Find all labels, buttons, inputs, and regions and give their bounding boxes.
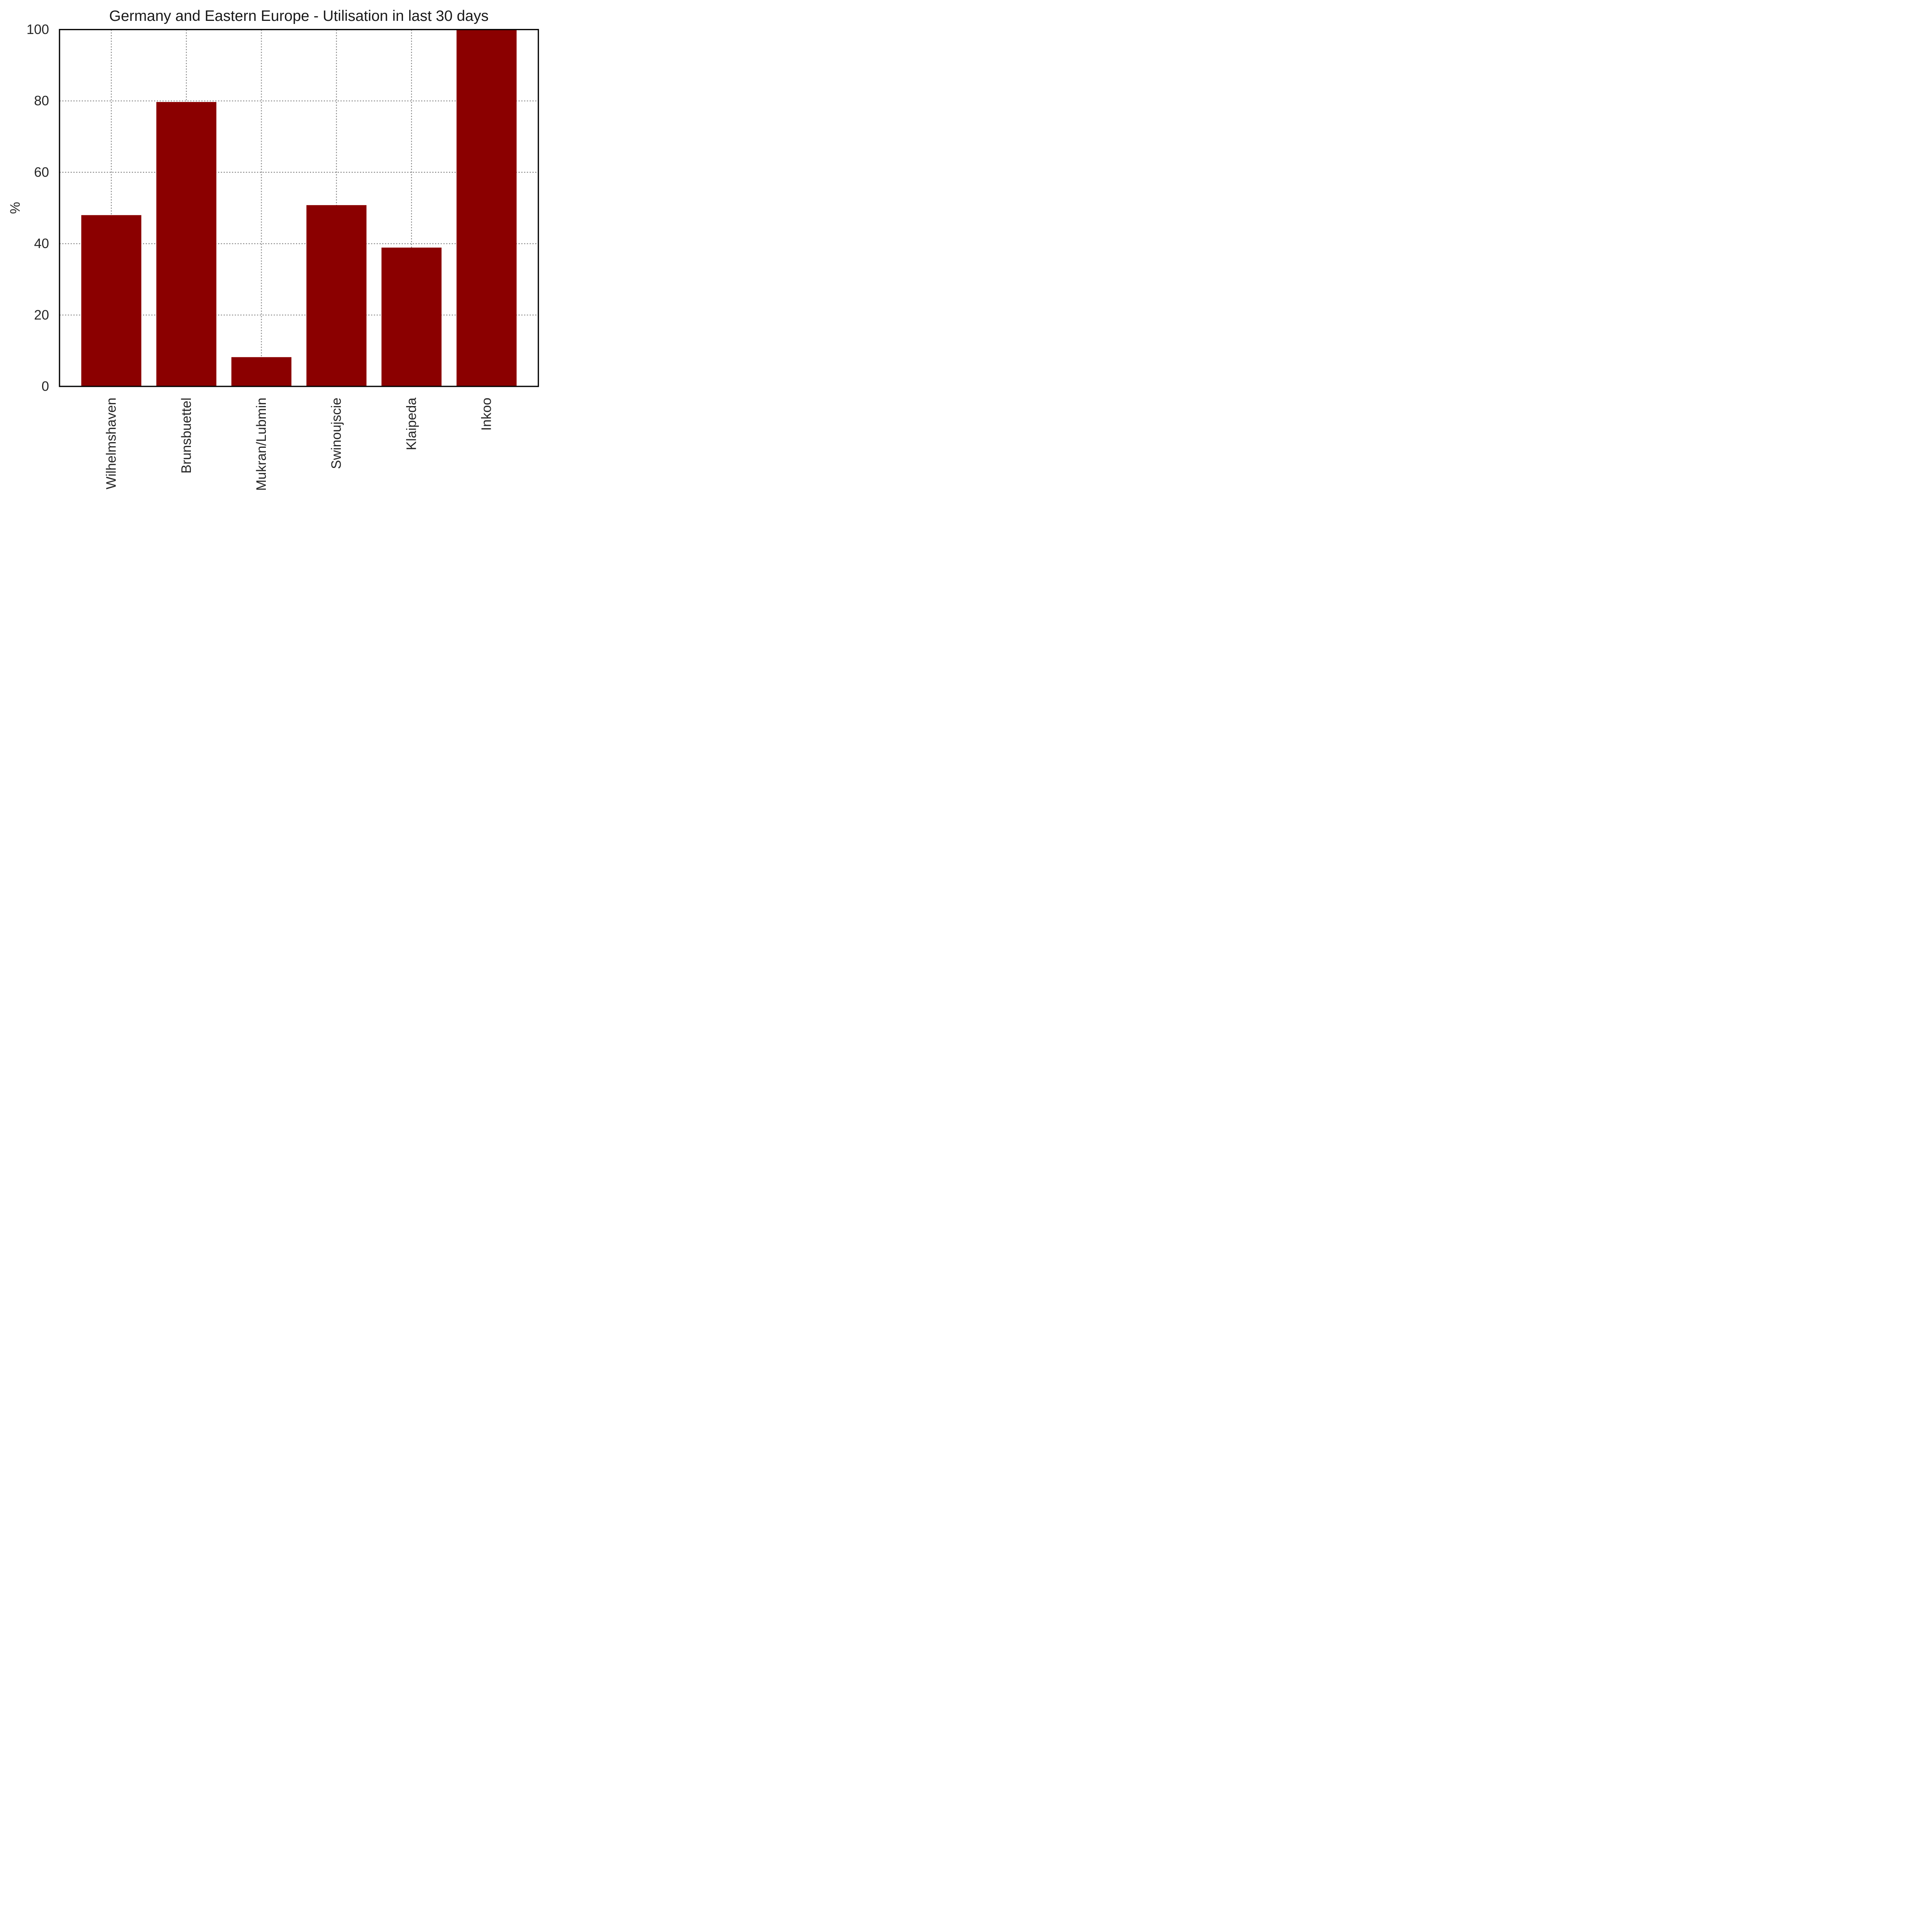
bar-mukran-lubmin [231, 357, 292, 386]
x-tick-label: Klaipeda [404, 397, 419, 450]
y-tick-label: 20 [34, 308, 49, 323]
bar-brunsbuettel [156, 102, 216, 387]
y-tick-label: 0 [42, 379, 49, 394]
chart-title: Germany and Eastern Europe - Utilisation… [109, 8, 489, 24]
bar-klaipeda [381, 247, 442, 386]
x-tick-label: Wilhelmshaven [104, 398, 119, 489]
bar-wilhelmshaven [81, 215, 141, 386]
y-tick-label: 60 [34, 165, 49, 180]
y-tick-label: 100 [27, 22, 49, 37]
x-tick-label: Mukran/Lubmin [254, 398, 269, 491]
x-tick-label: Inkoo [479, 398, 494, 431]
x-tick-label: Swinoujscie [329, 398, 344, 469]
y-tick-label: 40 [34, 236, 49, 251]
figure: Germany and Eastern Europe - Utilisation… [0, 0, 548, 498]
bar-swinoujscie [306, 205, 367, 386]
y-tick-label: 80 [34, 94, 49, 109]
bar-inkoo [456, 29, 517, 386]
axes-spines [59, 29, 539, 387]
x-tick-label: Brunsbuettel [179, 398, 194, 474]
bar-chart: 0 20 40 60 80 100 Wilhelmshaven Brunsbuettel Muk… [27, 22, 539, 491]
